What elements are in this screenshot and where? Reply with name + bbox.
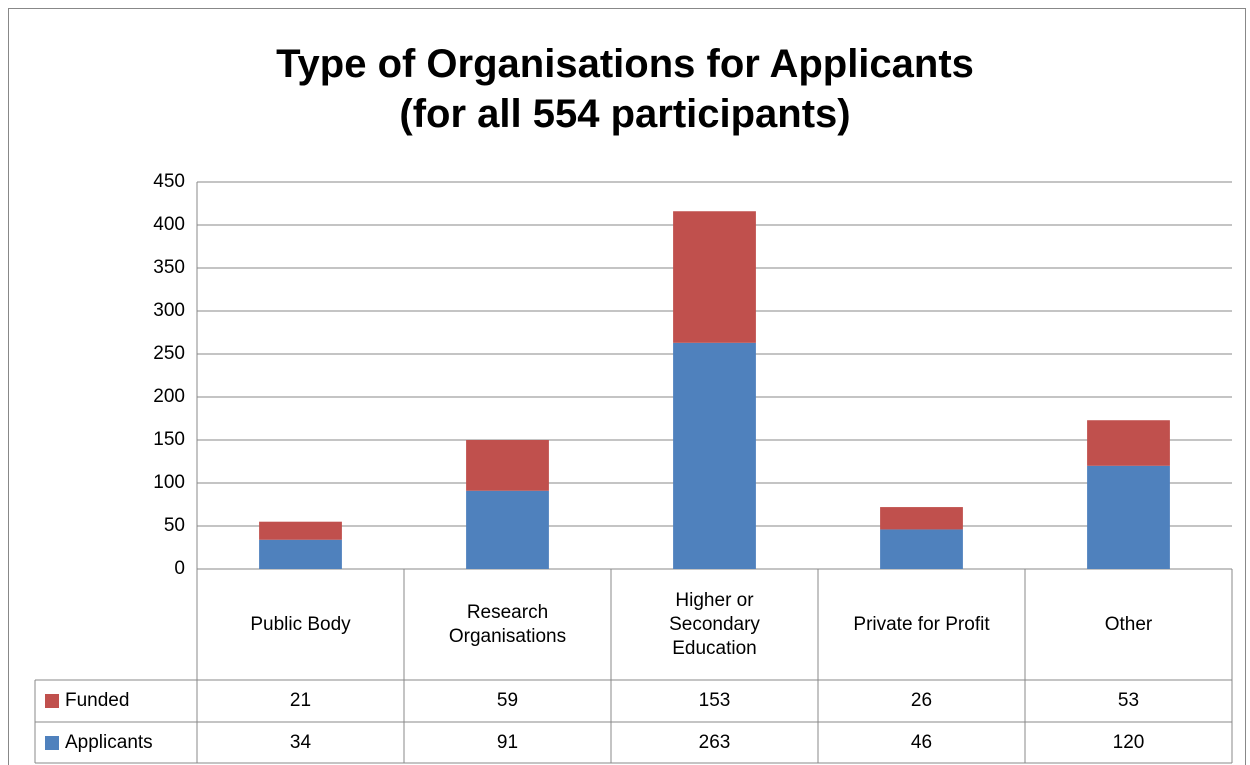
table-value: 263 [698,731,731,753]
y-tick-label: 0 [174,558,185,579]
chart-title: Type of Organisations for Applicants [276,42,974,86]
table-value: 46 [910,731,933,753]
category-label: Public Body [250,613,351,635]
table-value: 59 [496,690,519,711]
table-value: 26 [910,690,933,711]
table-value: 91 [496,731,519,753]
legend-label: Funded [65,690,130,711]
chart-frame [8,8,1246,765]
y-tick-label: 100 [153,472,185,493]
legend-entry: Applicants [35,722,197,763]
category-label: Other [1104,613,1153,635]
bar-segment [1087,420,1170,466]
chart-subtitle: (for all 554 participants) [399,92,851,136]
category-label: Research Organisations [448,601,567,647]
legend-key [45,694,59,708]
bar-segment [466,440,549,491]
bar-segment [880,529,963,569]
table-value: 53 [1117,690,1140,711]
category-label: Private for Profit [853,613,990,635]
table-value: 34 [289,731,312,753]
bar-segment [880,507,963,530]
table-value: 120 [1112,731,1145,753]
y-tick-label: 150 [153,429,185,450]
bar-segment [259,521,342,540]
bar-segment [466,490,549,569]
y-tick-label: 200 [153,386,185,407]
category-label: Higher or Secondary Education [669,589,760,659]
y-tick-label: 250 [153,343,185,364]
bar-segment [1087,465,1170,569]
legend-label: Applicants [65,731,153,753]
y-tick-label: 50 [164,515,185,536]
y-tick-label: 450 [153,171,185,192]
legend-entry: Funded [35,680,197,722]
table-value: 153 [698,690,731,711]
bar-segment [673,211,756,343]
table-value: 21 [289,690,312,711]
bar-segment [259,539,342,569]
y-tick-label: 350 [153,257,185,278]
y-tick-label: 400 [153,214,185,235]
legend-key [45,735,59,750]
y-tick-label: 300 [153,300,185,321]
bar-segment [673,342,756,569]
